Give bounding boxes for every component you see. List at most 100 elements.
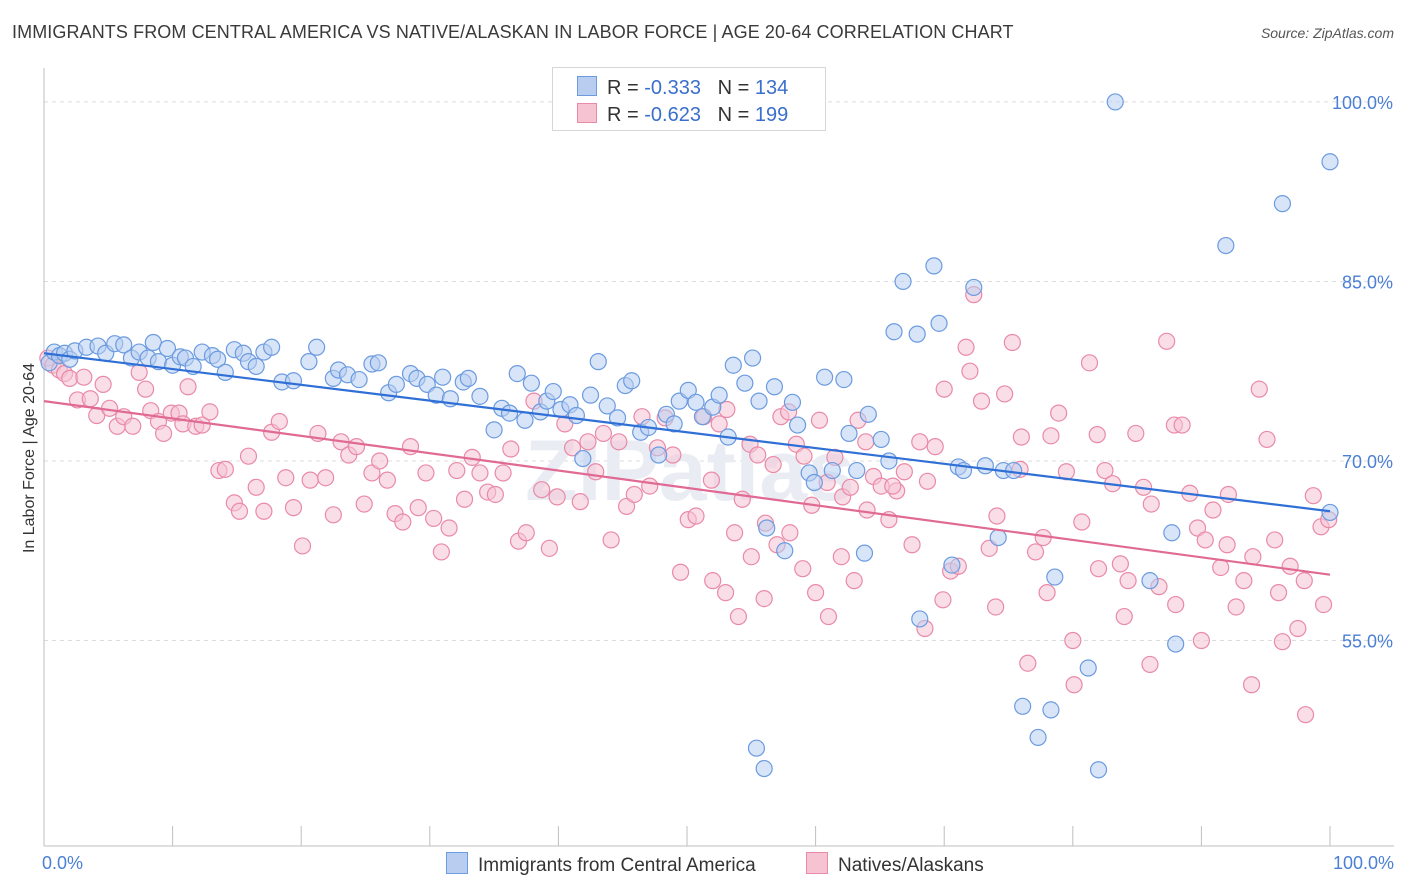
x-tick-label-min: 0.0%: [42, 853, 83, 873]
central-america-point: [598, 397, 616, 415]
natives-point: [795, 447, 813, 465]
natives-point: [1064, 631, 1082, 650]
natives-point: [1273, 633, 1292, 651]
natives-point: [718, 400, 736, 419]
natives-point: [409, 499, 427, 517]
natives-point: [517, 524, 535, 542]
natives-point: [1289, 619, 1307, 638]
central-america-point: [736, 374, 754, 392]
central-america-point: [848, 461, 866, 480]
central-america-point: [544, 382, 562, 401]
natives-point: [417, 464, 435, 482]
natives-point: [440, 519, 458, 537]
central-america-point: [581, 386, 600, 404]
central-america-point: [750, 392, 768, 410]
natives-point: [934, 591, 952, 609]
natives-point: [671, 563, 690, 581]
natives-point: [729, 607, 748, 626]
natives-point: [911, 433, 929, 451]
legend-swatch-pink: [806, 852, 828, 874]
legend-row-natives: R = -0.623 N = 199: [577, 103, 788, 127]
natives-point: [540, 539, 558, 557]
natives-point: [716, 584, 735, 602]
natives-point: [1296, 706, 1315, 724]
natives-point: [1142, 495, 1160, 513]
natives-point: [94, 375, 112, 393]
natives-point: [704, 572, 722, 590]
central-america-point: [650, 446, 668, 464]
gridlines: [44, 101, 1394, 641]
central-america-point: [1321, 503, 1339, 522]
natives-point: [548, 488, 566, 506]
central-america-point: [387, 375, 405, 393]
natives-point: [317, 469, 335, 487]
central-america-point: [765, 378, 784, 396]
natives-point: [502, 440, 520, 458]
natives-point: [324, 506, 342, 524]
central-america-point: [788, 416, 807, 434]
legend-r-value: -0.333: [644, 77, 701, 99]
central-america-point: [976, 457, 994, 475]
central-america-point: [1167, 635, 1185, 653]
x-tick-label-max: 100.0%: [1333, 853, 1394, 873]
central-america-point: [710, 386, 728, 404]
natives-point: [1242, 676, 1261, 694]
natives-point: [486, 485, 504, 504]
central-america-point: [209, 350, 227, 368]
natives-point: [710, 415, 728, 433]
natives-point: [371, 452, 389, 470]
natives-point: [1088, 426, 1106, 444]
central-america-point: [911, 610, 929, 628]
natives-point: [781, 524, 799, 542]
central-america-point: [115, 336, 133, 354]
natives-point: [1042, 427, 1060, 445]
y-tick-label: 100.0%: [1332, 93, 1393, 113]
natives-point: [75, 368, 93, 386]
legend-n-label: N =: [717, 104, 755, 126]
natives-point: [1019, 654, 1037, 672]
natives-point: [857, 433, 875, 451]
central-america-point: [805, 473, 823, 492]
central-america-point: [1089, 761, 1108, 779]
central-america-point: [747, 739, 766, 757]
natives-point: [1038, 584, 1056, 602]
central-america-point: [1273, 195, 1292, 213]
natives-point: [363, 464, 381, 482]
y-tick-label: 70.0%: [1342, 452, 1393, 472]
central-america-point: [308, 338, 326, 356]
natives-point: [884, 477, 902, 495]
central-america-point: [755, 759, 773, 778]
natives-point: [1065, 676, 1083, 694]
natives-point: [687, 507, 705, 525]
natives-point: [448, 461, 466, 480]
natives-point: [602, 531, 620, 549]
natives-point: [749, 446, 767, 464]
central-america-point: [1014, 697, 1032, 715]
central-america-point: [908, 325, 926, 343]
natives-point: [806, 584, 825, 602]
natives-point: [1111, 555, 1129, 573]
natives-point: [1196, 531, 1214, 549]
natives-point: [725, 524, 744, 542]
natives-point: [1250, 380, 1268, 398]
natives-point: [425, 509, 443, 528]
natives-point: [1266, 531, 1284, 549]
legend-swatch-pink: [577, 103, 597, 123]
natives-point: [533, 481, 551, 499]
central-america-point: [471, 387, 489, 405]
natives-point: [1080, 354, 1099, 372]
natives-point: [571, 493, 589, 511]
natives-point: [1012, 428, 1030, 446]
central-america-point: [989, 528, 1007, 547]
natives-point: [594, 424, 613, 443]
y-axis-tick-labels: 55.0% 70.0% 85.0% 100.0%: [1332, 93, 1393, 652]
central-america-point: [459, 369, 477, 387]
central-america-point: [679, 381, 697, 399]
natives-point: [996, 385, 1014, 403]
central-america-point: [1079, 659, 1097, 677]
natives-point: [845, 572, 863, 590]
legend-item-natives: Natives/Alaskans: [806, 852, 984, 877]
natives-point: [987, 598, 1005, 616]
central-america-point: [687, 393, 705, 411]
legend-row-central-america: R = -0.333 N = 134: [577, 76, 788, 100]
